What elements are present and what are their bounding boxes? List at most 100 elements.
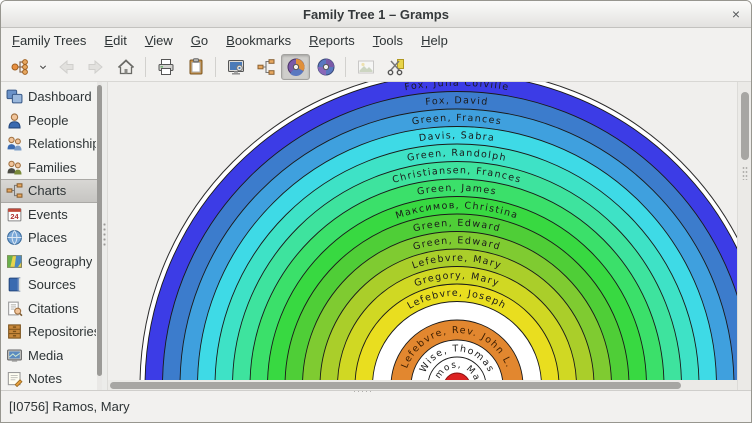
clipboard-button[interactable]: [181, 54, 210, 80]
fan-ring-label: Green, Randolph: [406, 148, 506, 164]
family-trees-button[interactable]: [5, 54, 34, 80]
close-icon[interactable]: ×: [731, 6, 740, 22]
fan-ring-label: Fox, David: [425, 95, 488, 108]
sidebar-item-people[interactable]: People: [1, 109, 97, 133]
sidebar-item-sources[interactable]: Sources: [1, 273, 97, 297]
fan-ring[interactable]: [428, 356, 486, 380]
sidebar-item-label: Places: [28, 230, 68, 246]
menu-go[interactable]: Go: [190, 32, 209, 48]
citations-icon: [6, 300, 23, 317]
menu-tools[interactable]: Tools: [372, 32, 404, 48]
fan-chart-view-button[interactable]: [281, 53, 310, 80]
side-pane-grip-icon: [742, 166, 748, 180]
fan-ring-label: Green, Frances: [411, 113, 501, 128]
sidebar: Dashboard People Relationships Families Char…: [1, 82, 97, 390]
fan-ring-label: Fox, Julia Colville: [404, 82, 509, 93]
sidebar-item-repositories[interactable]: Repositories: [1, 320, 97, 344]
fan-chart-icon: [286, 57, 306, 77]
relationships-icon: [6, 135, 23, 152]
fan-ring-label: Green, James: [416, 183, 496, 198]
status-text: [I0756] Ramos, Mary: [9, 399, 130, 414]
print-button[interactable]: [151, 54, 180, 80]
horizontal-scrollbar[interactable]: [108, 380, 737, 390]
vertical-scrollbar[interactable]: [737, 82, 751, 390]
fan-center-person[interactable]: [444, 372, 470, 380]
chevron-down-icon: [37, 57, 49, 77]
person-icon: [6, 112, 23, 129]
families-icon: [6, 159, 23, 176]
fan-chart[interactable]: Fox, Julia Colville Fox, David Green, Fran…: [108, 82, 737, 380]
menu-help[interactable]: Help: [421, 32, 448, 48]
monitor-icon: [226, 57, 246, 77]
sidebar-item-label: Media: [28, 347, 64, 363]
gramps-tree-icon: [10, 57, 30, 77]
clip-button[interactable]: [381, 54, 410, 80]
sidebar-item-media[interactable]: Media: [1, 344, 97, 368]
pedigree-view-button[interactable]: [251, 54, 280, 80]
svg-text:Green, Frances: Green, Frances: [411, 113, 503, 128]
svg-text:Fox, Julia Colville: Fox, Julia Colville: [404, 82, 511, 93]
media-icon: [6, 347, 23, 364]
full-fan-chart-icon: [316, 57, 336, 77]
svg-text:Fox, David: Fox, David: [425, 95, 489, 108]
toolbar-separator: [215, 56, 216, 77]
statusbar: ····· [I0756] Ramos, Mary: [1, 386, 751, 422]
sidebar-item-places[interactable]: Places: [1, 226, 97, 250]
clipboard-icon: [186, 57, 206, 77]
home-icon: [116, 57, 136, 77]
notes-icon: [6, 370, 23, 388]
menu-view[interactable]: View: [144, 32, 173, 48]
forward-button: [81, 54, 110, 80]
sidebar-item-citations[interactable]: Citations: [1, 297, 97, 321]
sidebar-item-label: Relationships: [28, 136, 96, 152]
sidebar-scrollbar-thumb[interactable]: [97, 85, 102, 376]
sidebar-item-geography[interactable]: Geography: [1, 250, 97, 274]
main-content: Dashboard People Relationships Families Char…: [1, 82, 751, 390]
configure-view-button[interactable]: [221, 54, 250, 80]
sidebar-item-families[interactable]: Families: [1, 156, 97, 180]
sidebar-item-label: People: [28, 112, 69, 128]
sidebar-item-relationships[interactable]: Relationships: [1, 132, 97, 156]
menu-edit[interactable]: Edit: [104, 32, 127, 48]
pane-splitter[interactable]: [102, 82, 108, 390]
arrow-right-icon: [86, 57, 106, 77]
sidebar-item-dashboard[interactable]: Dashboard: [1, 85, 97, 109]
sidebar-item-events[interactable]: 24 Events: [1, 203, 97, 227]
sidebar-item-notes[interactable]: Notes: [1, 367, 97, 390]
menubar: Family Trees Edit View Go Bookmarks Reports To…: [1, 28, 751, 52]
printer-icon: [156, 57, 176, 77]
svg-text:Green, James: Green, James: [416, 183, 498, 198]
splitter-grip-icon: [103, 222, 106, 248]
charts-icon: [6, 182, 23, 199]
menu-family-trees[interactable]: Family Trees: [12, 32, 87, 48]
pedigree-icon: [256, 57, 276, 77]
sidebar-scrollbar[interactable]: [97, 82, 102, 390]
dashboard-icon: [6, 88, 23, 105]
horizontal-scrollbar-thumb[interactable]: [110, 381, 681, 389]
vertical-scrollbar-thumb[interactable]: [741, 92, 749, 160]
events-icon: 24: [6, 206, 23, 223]
toolbar: [1, 52, 751, 82]
toolbar-separator: [145, 56, 146, 77]
fan-chart-view: Fox, Julia Colville Fox, David Green, Fran…: [108, 82, 737, 390]
sidebar-item-label: Dashboard: [28, 89, 92, 105]
sidebar-item-charts[interactable]: Charts: [1, 179, 97, 203]
sidebar-item-label: Repositories: [28, 324, 96, 340]
sidebar-item-label: Citations: [28, 300, 79, 316]
titlebar[interactable]: Family Tree 1 – Gramps ×: [1, 1, 751, 28]
family-trees-dropdown[interactable]: [35, 54, 50, 80]
menu-reports[interactable]: Reports: [309, 32, 355, 48]
window-title: Family Tree 1 – Gramps: [303, 6, 449, 22]
home-button[interactable]: [111, 54, 140, 80]
menu-bookmarks[interactable]: Bookmarks: [226, 32, 292, 48]
svg-text:24: 24: [10, 212, 19, 221]
bottom-pane-grip-icon[interactable]: ·····: [353, 386, 373, 396]
full-fan-chart-view-button[interactable]: [311, 54, 340, 80]
sidebar-item-label: Notes: [28, 371, 62, 387]
arrow-left-icon: [56, 57, 76, 77]
repositories-icon: [6, 323, 23, 340]
places-icon: [6, 229, 23, 246]
sources-icon: [6, 276, 23, 293]
toolbar-separator: [345, 56, 346, 77]
